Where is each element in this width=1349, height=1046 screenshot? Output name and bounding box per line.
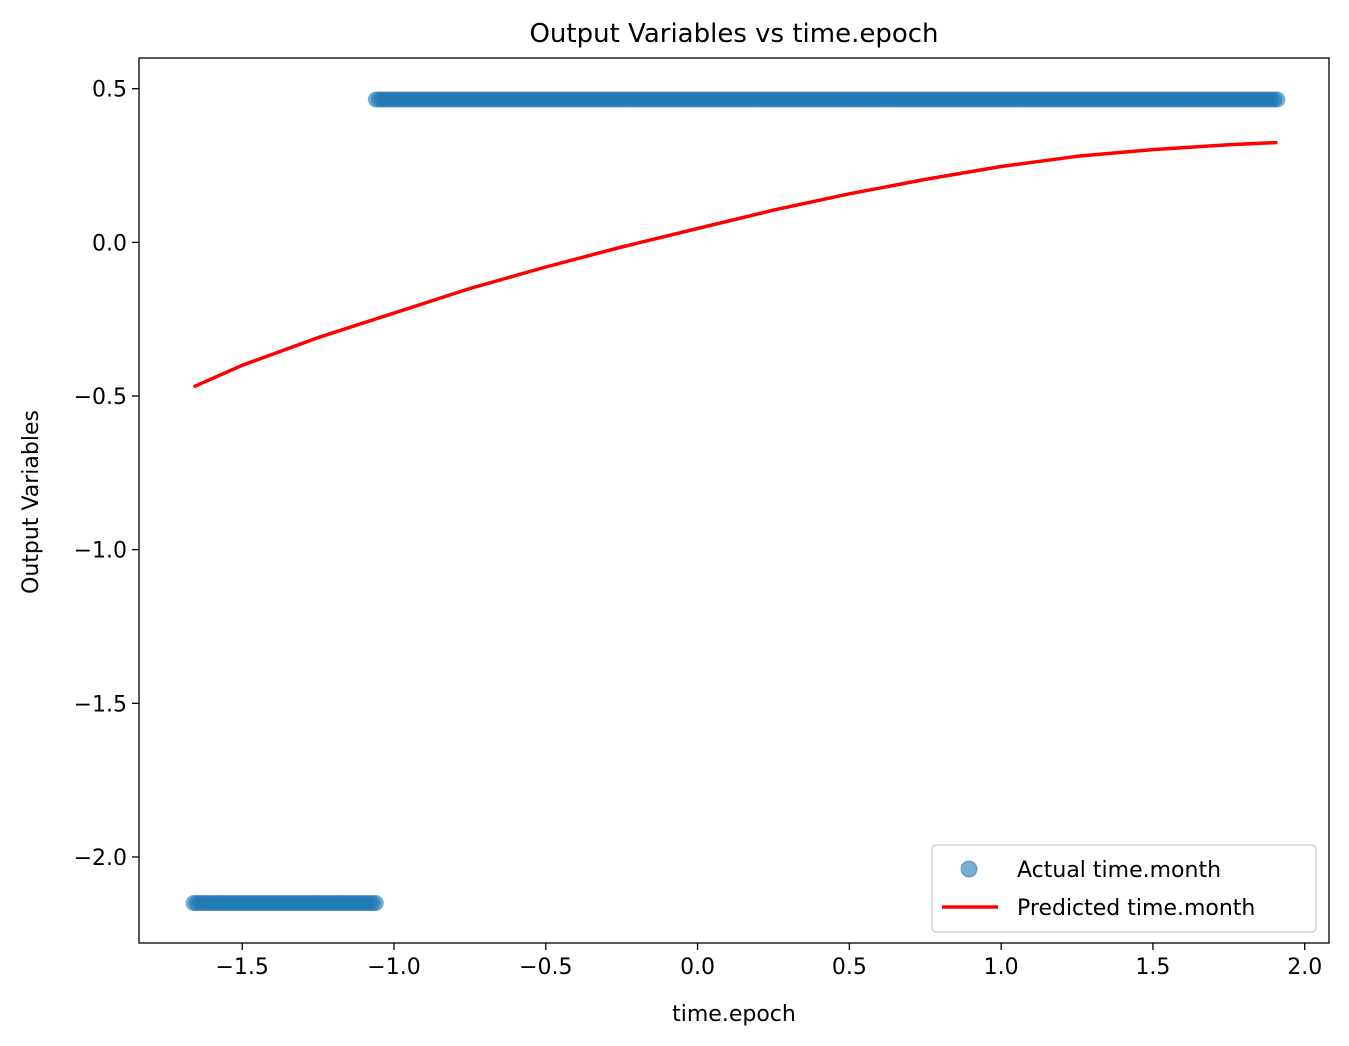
axes-frame xyxy=(138,57,1330,944)
y-tick-label: −0.5 xyxy=(74,385,127,410)
x-tick-label: −1.0 xyxy=(367,955,420,980)
chart-title: Output Variables vs time.epoch xyxy=(529,19,938,49)
x-axis: −1.5 −1.0 −0.5 0.0 0.5 1.0 1.5 2.0 xyxy=(216,943,1322,980)
series-line-predicted xyxy=(192,140,1278,389)
x-tick-label: −0.5 xyxy=(519,955,572,980)
x-tick-label: 0.5 xyxy=(832,955,867,980)
y-tick-label: −2.0 xyxy=(74,846,127,871)
y-tick-label: 0.5 xyxy=(92,78,127,103)
x-tick-label: 1.5 xyxy=(1135,955,1170,980)
legend-marker-actual xyxy=(960,860,978,878)
y-tick-label: −1.5 xyxy=(74,692,127,717)
x-tick-label: 2.0 xyxy=(1287,955,1322,980)
series-actual xyxy=(185,91,1286,912)
legend-label-actual: Actual time.month xyxy=(1017,858,1221,883)
y-tick-label: 0.0 xyxy=(92,231,127,256)
legend-frame xyxy=(931,844,1317,933)
legend-label-predicted: Predicted time.month xyxy=(1017,896,1255,921)
y-axis-label: Output Variables xyxy=(19,410,44,594)
x-tick-label: 0.0 xyxy=(680,955,715,980)
data-point-actual xyxy=(1269,91,1286,108)
x-tick-label: −1.5 xyxy=(216,955,269,980)
x-axis-label: time.epoch xyxy=(672,1002,796,1027)
y-tick-label: −1.0 xyxy=(74,539,127,564)
plot-area xyxy=(185,91,1286,912)
x-tick-label: 1.0 xyxy=(984,955,1019,980)
legend: Actual time.month Predicted time.month xyxy=(931,844,1317,933)
data-point-actual xyxy=(367,895,384,912)
y-axis: 0.5 0.0 −0.5 −1.0 −1.5 −2.0 xyxy=(74,78,139,871)
